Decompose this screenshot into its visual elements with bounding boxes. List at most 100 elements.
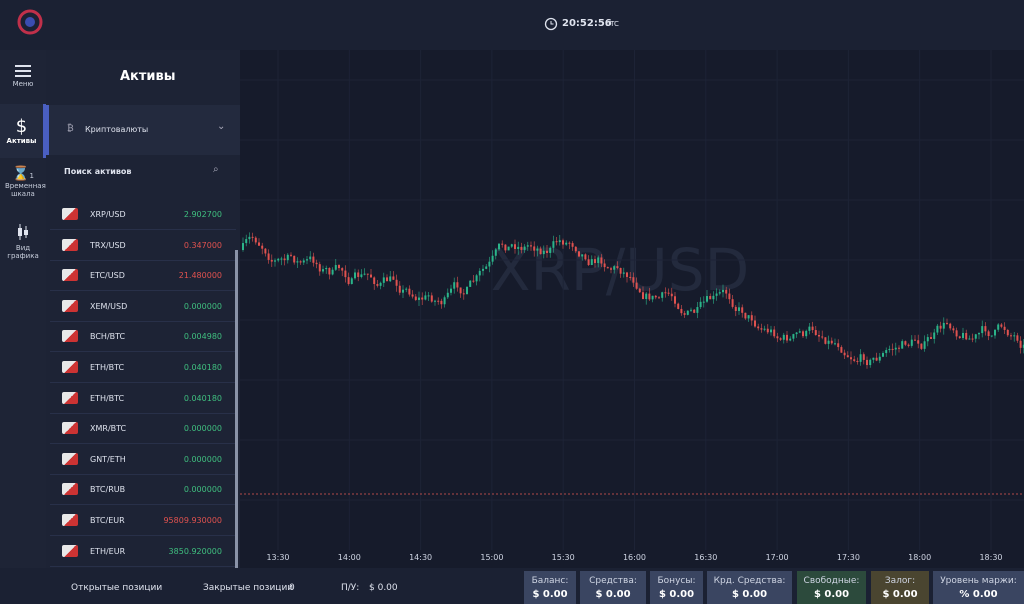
candle [258,242,260,246]
stat-box: Баланс: $ 0.00 [524,571,576,604]
asset-price: 0.347000 [183,240,222,250]
candle [539,248,542,255]
candle [382,277,385,283]
candle [978,333,980,335]
candle [462,293,465,295]
candle [587,259,590,266]
candle [898,347,900,349]
candle [1000,324,1003,327]
candle [357,272,360,277]
candle [504,244,507,251]
candle [763,328,766,330]
candle [782,334,785,340]
candle [315,262,318,265]
assets-item[interactable]: $ Активы [0,104,46,158]
candle [667,292,670,294]
x-axis-label: 18:00 [908,553,931,562]
candle [453,282,456,289]
asset-icon [62,483,78,496]
stat-label: Свободные: [803,576,860,586]
candle [776,336,779,339]
timescale-item[interactable]: ⌛1 Временная шкала [5,166,46,198]
candle [565,242,568,245]
candle [597,257,600,264]
candle [379,282,382,286]
candle [568,242,571,244]
asset-row[interactable]: XMR/BTC 0.000000 [50,414,236,445]
category-dropdown[interactable]: ₿ Криптовалюты ⌄ [46,105,240,155]
candle [811,326,814,331]
candle [354,272,356,279]
x-axis-label: 18:30 [979,553,1002,562]
candle [818,334,820,337]
candle [738,307,740,311]
asset-row[interactable]: BTC/RUB 0.000000 [50,475,236,506]
stat-value: $ 0.00 [731,589,768,600]
search[interactable]: Поиск активов ⌕ [64,164,219,176]
closed-positions[interactable]: Закрытые позиции [203,583,294,593]
candle [405,288,408,290]
asset-icon [62,391,78,404]
candle [629,276,632,278]
chart-type-item[interactable]: Вид графика [0,222,46,260]
candle [942,322,945,329]
candle [443,297,446,305]
asset-row[interactable]: BTC/EUR 95809.930000 [50,506,236,536]
asset-row[interactable]: XRP/USD 2.902700 [50,200,236,230]
candle [728,293,731,300]
candle [533,246,536,251]
candle [341,268,344,271]
asset-row[interactable]: ETH/EUR 3850.920000 [50,537,236,567]
candle [837,343,840,348]
x-axis-label: 15:00 [480,553,503,562]
candle [798,331,801,333]
asset-price: 3850.920000 [168,546,222,556]
candle [654,295,657,298]
candle [850,357,852,360]
menu-item[interactable]: Меню [0,64,46,88]
candle [507,246,510,251]
x-axis-label: 17:30 [837,553,860,562]
asset-row[interactable]: XEM/USD 0.000000 [50,292,236,322]
candle [866,359,868,366]
asset-row[interactable]: ETC/USD 21.480000 [50,261,236,292]
open-positions[interactable]: Открытые позиции [71,583,163,593]
candle [658,297,660,299]
timezone: UTC [605,20,619,28]
candle [878,356,881,361]
candle [786,334,788,341]
candle [331,269,334,275]
candle [302,260,305,263]
candle [661,292,664,298]
candle [709,296,712,300]
candle [907,344,910,346]
candle [395,279,398,286]
candle [523,246,526,250]
candle [885,350,888,354]
candle [386,277,388,282]
asset-row[interactable]: GNT/ETH 0.000000 [50,445,236,475]
asset-price: 2.902700 [183,210,222,219]
candle [488,261,491,267]
asset-row[interactable]: ETH/BTC 0.040180 [50,353,236,383]
candle [456,282,459,288]
candle [779,338,782,340]
candle [555,241,558,243]
assets-panel: Активы ₿ Криптовалюты ⌄ Поиск активов ⌕ … [46,50,240,568]
asset-row[interactable]: BCH/BTC 0.004980 [50,322,236,353]
candle [402,289,404,293]
asset-row[interactable]: TRX/USD 0.347000 [50,231,236,261]
stat-value: $ 0.00 [882,589,918,600]
candle [334,265,337,270]
candle [520,246,523,250]
asset-icon [62,514,78,526]
candle [635,282,638,289]
candle [558,240,561,243]
candle [274,260,276,262]
sidebar: Меню $ Активы ⌛1 Временная шкала Вид графи… [0,50,46,568]
candle [1016,335,1019,341]
candle [472,280,475,282]
candle [370,274,372,278]
asset-price: 0.040180 [183,363,222,372]
asset-row[interactable]: ETH/BTC 0.040180 [50,384,236,414]
